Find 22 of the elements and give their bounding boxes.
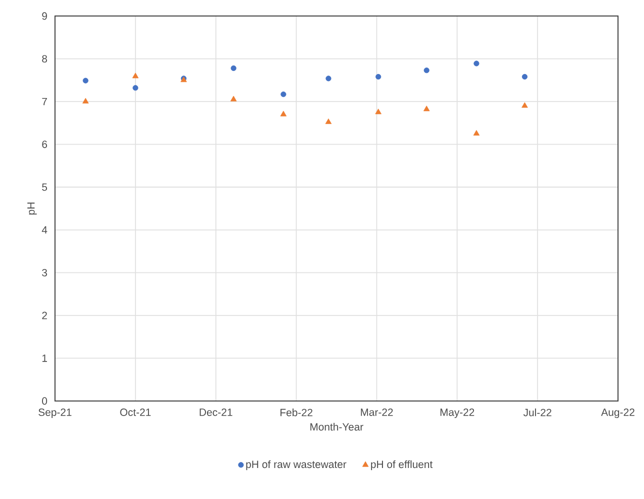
x-tick-label: Feb-22 bbox=[280, 408, 312, 416]
y-tick-label: 9 bbox=[42, 12, 47, 20]
y-axis-title: pH bbox=[27, 202, 37, 215]
y-tick-label: 6 bbox=[42, 140, 48, 148]
y-tick-label: 3 bbox=[42, 268, 48, 276]
y-tick-label: 8 bbox=[42, 55, 48, 63]
legend-label: pH of raw wastewater bbox=[246, 460, 346, 470]
y-tick-label: 1 bbox=[42, 354, 47, 362]
x-tick-label: Aug-22 bbox=[601, 408, 634, 418]
x-tick-label: May-22 bbox=[440, 408, 474, 418]
y-tick-label: 5 bbox=[42, 183, 48, 191]
y-tick-label: 2 bbox=[42, 312, 47, 320]
y-tick-label: 0 bbox=[42, 397, 48, 405]
y-tick-label: 7 bbox=[42, 98, 47, 106]
x-tick-label: Mar-22 bbox=[360, 408, 393, 416]
legend-label: pH of effluent bbox=[371, 460, 433, 470]
x-axis-title: Month-Year bbox=[310, 422, 364, 431]
y-tick-label: 4 bbox=[42, 226, 48, 234]
x-tick-label: Sep-21 bbox=[38, 408, 72, 418]
x-tick-label: Jul-22 bbox=[523, 408, 552, 416]
x-tick-label: Oct-21 bbox=[120, 408, 151, 416]
x-tick-label: Dec-21 bbox=[200, 408, 232, 416]
